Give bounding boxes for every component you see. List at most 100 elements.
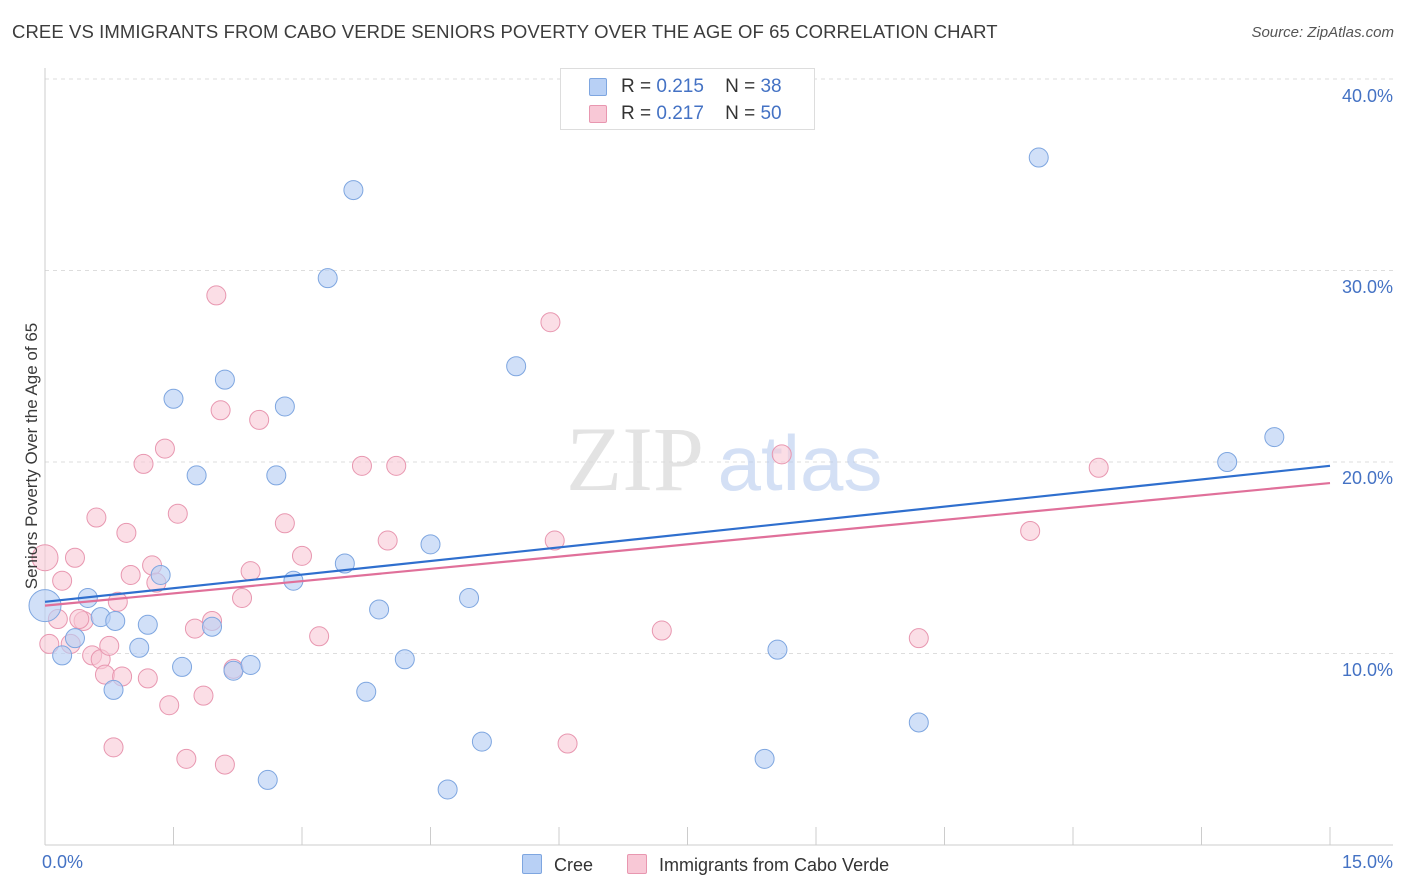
cabo-verde-point: [1020, 520, 1041, 541]
cree-point: [437, 779, 458, 800]
bottom-legend: Cree Immigrants from Cabo Verde: [0, 852, 1406, 878]
series-cabo-verde-points: [31, 285, 1109, 775]
bottom-legend-swatch-cree: [522, 854, 542, 874]
cabo-verde-point: [1088, 457, 1109, 478]
cabo-verde-point: [184, 618, 205, 639]
cabo-verde-point: [210, 400, 231, 421]
cabo-verde-point: [309, 626, 330, 647]
cree-point: [1028, 147, 1049, 168]
cree-point: [223, 660, 244, 681]
cabo-verde-trend-line: [44, 481, 1331, 607]
cree-point: [394, 649, 415, 670]
cree-point: [214, 369, 235, 390]
bottom-legend-label-cabo-verde: Immigrants from Cabo Verde: [659, 855, 890, 875]
y-tick-label-20: 20.0%: [1341, 468, 1393, 488]
cabo-verde-point: [292, 545, 312, 566]
cree-point: [317, 268, 338, 289]
cree-point: [103, 679, 124, 700]
cabo-verde-point: [103, 737, 124, 758]
cree-point: [105, 610, 126, 631]
legend-swatch-cabo-verde: [589, 105, 607, 123]
cabo-verde-point: [274, 513, 295, 534]
cree-point: [369, 599, 390, 620]
cabo-verde-point: [249, 409, 270, 430]
cabo-verde-point: [64, 547, 85, 568]
y-tick-label-30: 30.0%: [1341, 277, 1393, 297]
cree-point: [129, 637, 150, 658]
cree-point: [186, 465, 207, 486]
y-tick-label-10: 10.0%: [1341, 660, 1393, 680]
cree-point: [420, 534, 441, 555]
cree-point: [754, 748, 775, 769]
watermark-zip: ZIP: [566, 408, 704, 510]
cabo-verde-point: [137, 668, 158, 689]
cree-point: [334, 553, 355, 574]
axes: [44, 68, 1393, 846]
cabo-verde-point: [544, 530, 565, 551]
cree-point: [257, 769, 278, 790]
cree-point: [240, 654, 261, 675]
cabo-verde-point: [154, 438, 175, 459]
cabo-verde-point: [386, 455, 407, 476]
cabo-verde-point: [651, 620, 672, 641]
watermark-atlas: atlas: [718, 419, 883, 507]
cree-point: [274, 396, 295, 417]
legend: R = 0.215 N = 38 R = 0.217 N = 50: [560, 68, 815, 130]
y-axis-label: Seniors Poverty Over the Age of 65: [22, 322, 41, 590]
cree-point: [1217, 452, 1238, 472]
cabo-verde-point: [771, 444, 792, 465]
cree-point: [356, 681, 377, 702]
cabo-verde-point: [52, 570, 73, 591]
trend-lines: [44, 464, 1331, 607]
cree-point: [137, 614, 158, 635]
cree-point: [64, 628, 85, 649]
cree-point: [506, 356, 527, 377]
bottom-legend-swatch-cabo-verde: [627, 854, 647, 874]
cabo-verde-point: [86, 507, 107, 528]
cree-point: [471, 731, 492, 752]
cabo-verde-point: [351, 455, 372, 476]
cabo-verde-point: [232, 587, 253, 608]
legend-text-cabo-verde: R = 0.217 N = 50: [621, 103, 782, 124]
cree-point: [266, 465, 287, 486]
chart-title: CREE VS IMMIGRANTS FROM CABO VERDE SENIO…: [12, 21, 998, 42]
cabo-verde-point: [39, 633, 60, 654]
grid-lines: [45, 78, 1393, 654]
cree-point: [908, 712, 929, 733]
cabo-verde-point: [159, 695, 180, 716]
cree-point: [1264, 427, 1285, 448]
legend-swatch-cree: [589, 78, 607, 96]
cabo-verde-point: [557, 733, 578, 754]
x-tick-label-max: 15.0%: [1341, 852, 1393, 872]
cabo-verde-point: [167, 503, 188, 524]
cree-point: [459, 587, 480, 608]
x-tick-label-min: 0.0%: [42, 852, 84, 872]
cabo-verde-point: [214, 754, 235, 775]
cree-point: [52, 645, 73, 666]
legend-text-cree: R = 0.215 N = 38: [621, 76, 782, 97]
cree-point: [172, 656, 193, 677]
cree-point: [343, 180, 364, 201]
cabo-verde-point: [377, 530, 398, 551]
cabo-verde-point: [176, 748, 197, 769]
cabo-verde-point: [133, 453, 154, 474]
cree-point: [150, 564, 171, 585]
cabo-verde-point: [206, 285, 227, 306]
source-label: Source: ZipAtlas.com: [1251, 24, 1394, 41]
cree-point: [767, 639, 788, 660]
cabo-verde-point: [69, 609, 90, 630]
cabo-verde-point: [99, 635, 120, 656]
bottom-legend-label-cree: Cree: [554, 855, 594, 875]
cabo-verde-point: [908, 628, 929, 649]
cabo-verde-point: [120, 564, 141, 585]
cree-point: [163, 388, 184, 409]
cabo-verde-point: [240, 561, 261, 582]
cabo-verde-point: [31, 544, 59, 572]
cabo-verde-point: [540, 312, 561, 333]
cree-trend-line: [44, 464, 1331, 603]
cabo-verde-point: [116, 522, 137, 543]
cabo-verde-point: [193, 685, 214, 706]
cree-point: [202, 616, 223, 637]
y-tick-label-40: 40.0%: [1341, 86, 1393, 106]
